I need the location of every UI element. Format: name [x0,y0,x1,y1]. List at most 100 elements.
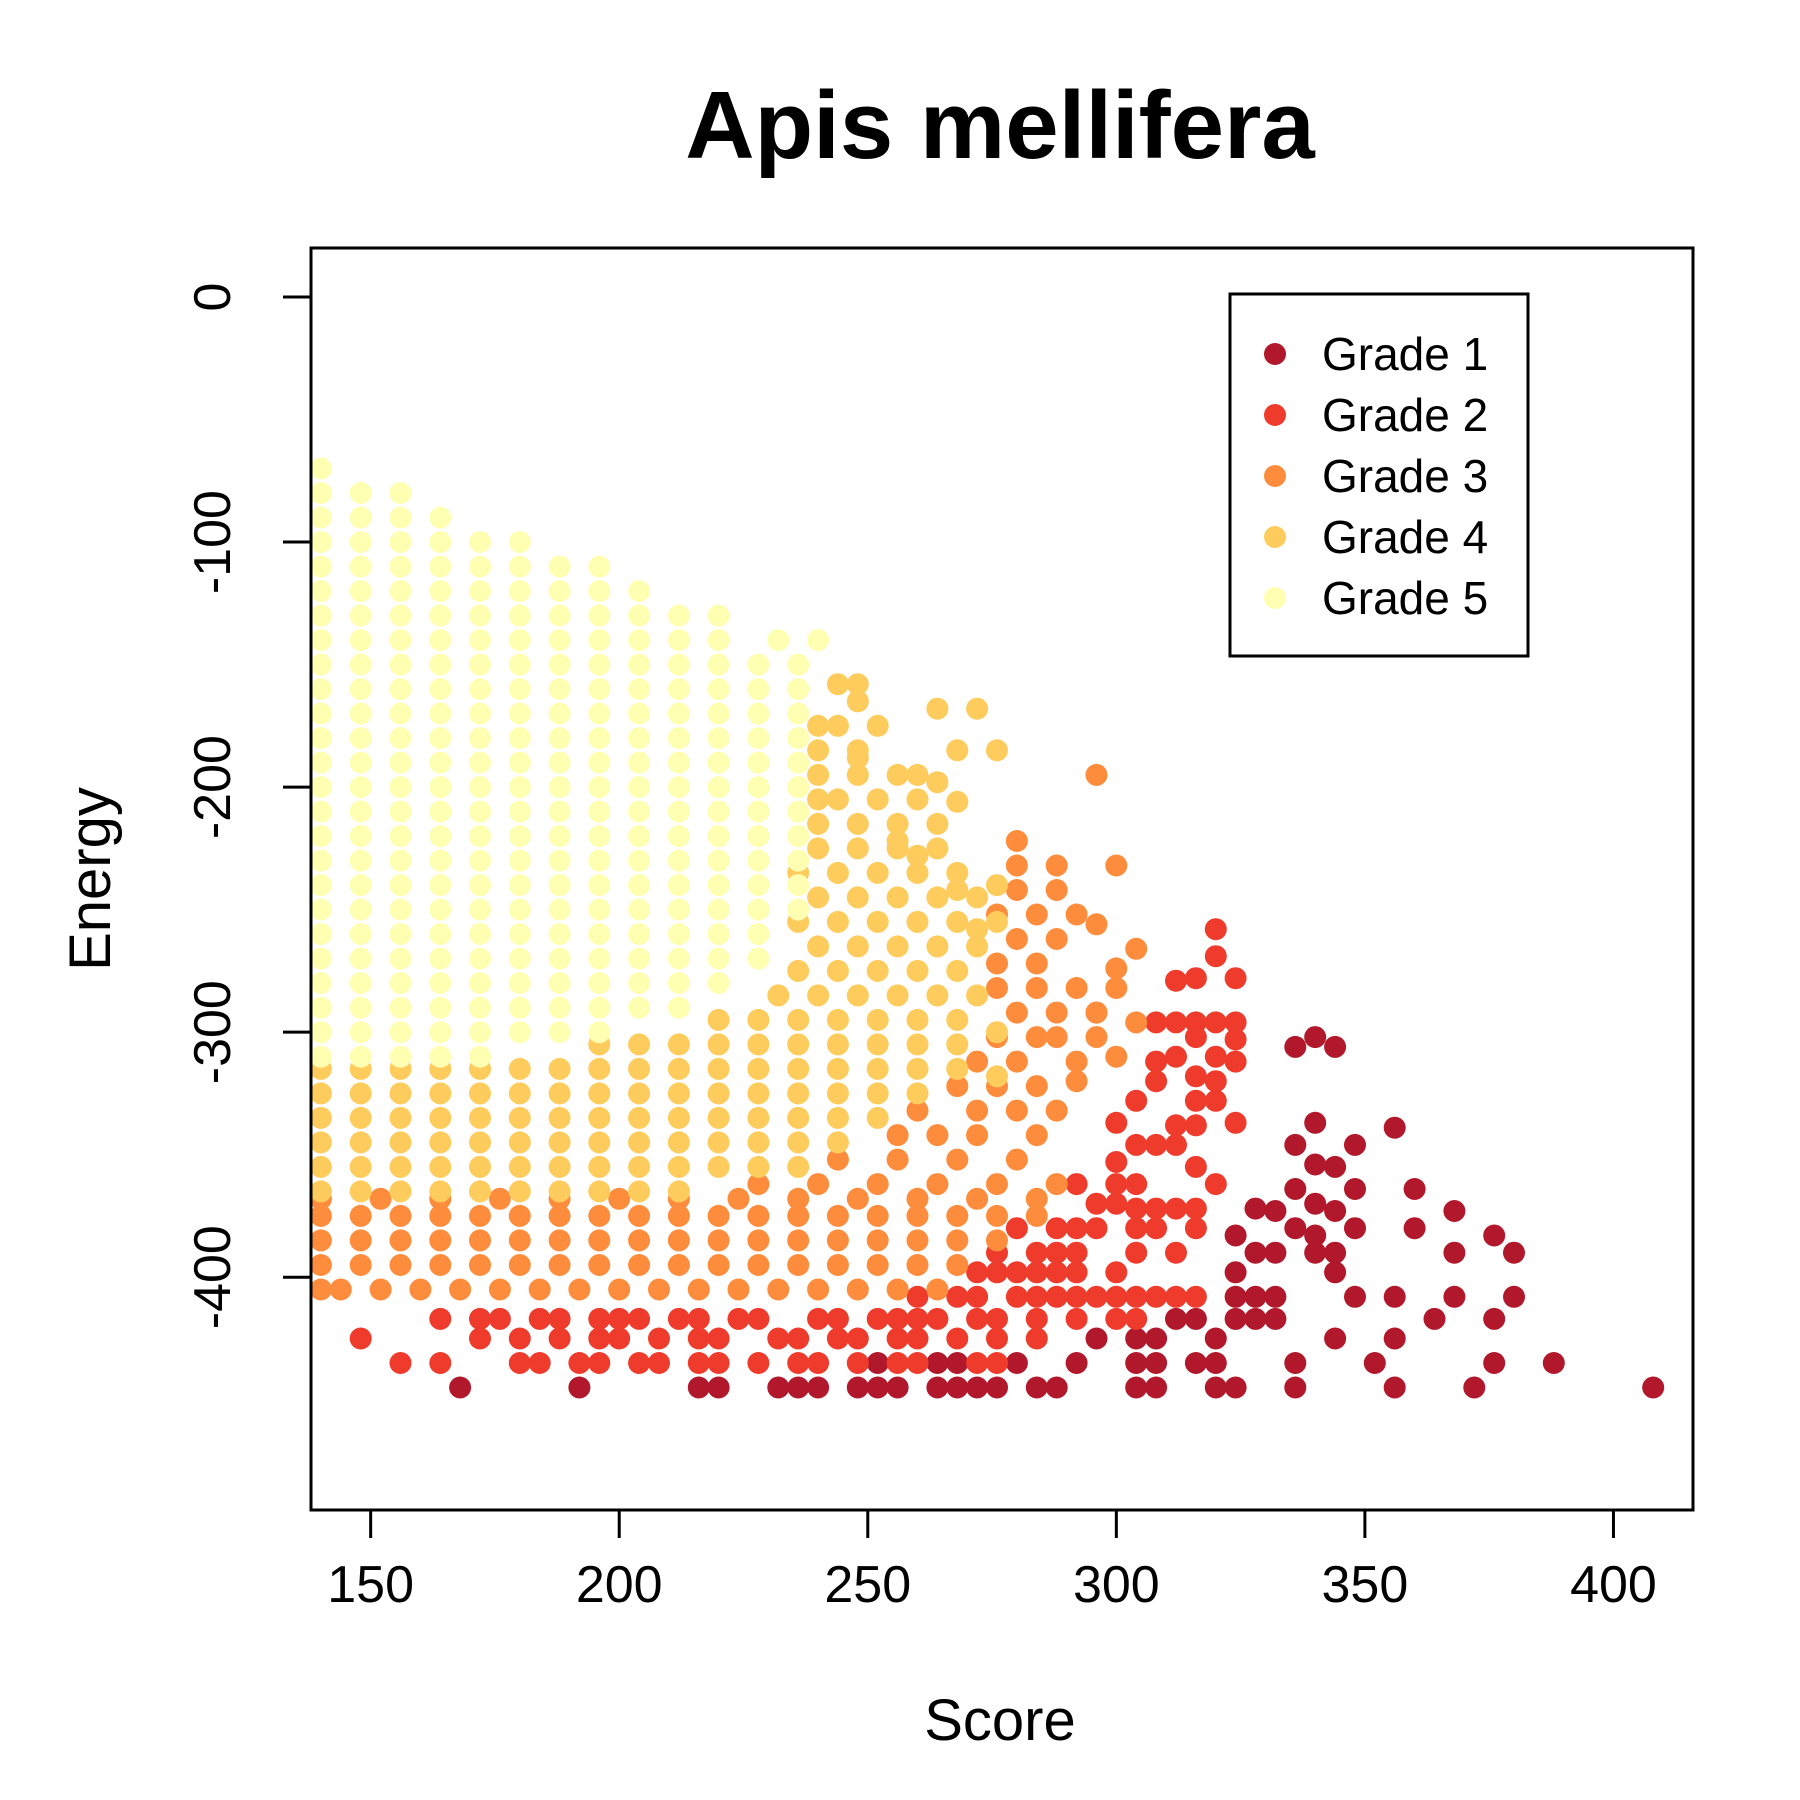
data-point [1005,854,1028,877]
data-point [826,1148,849,1171]
data-point [1165,1197,1187,1220]
data-point [349,1327,372,1350]
data-point [628,972,651,995]
data-point [707,678,730,701]
data-point [826,714,849,737]
data-point [1125,1173,1148,1196]
data-point [846,1327,869,1350]
data-point [389,776,412,799]
data-point [548,580,571,603]
x-tick-label: 150 [327,1556,414,1614]
data-point [648,1327,670,1350]
data-point [667,996,690,1019]
data-point [787,1187,810,1210]
data-point [1344,1285,1366,1308]
data-point [548,996,571,1019]
data-point [1025,1075,1048,1098]
data-point [588,1180,611,1203]
data-point [1383,1116,1406,1139]
data-point [389,947,412,970]
data-point [807,837,830,860]
data-point [588,1082,611,1105]
data-point [309,874,332,897]
data-point [1165,1241,1187,1264]
data-point [309,1155,332,1178]
data-point [747,1033,770,1056]
data-point [846,935,869,958]
data-point [1324,1035,1347,1058]
y-tick-label: -400 [184,1225,242,1329]
data-point [1005,928,1028,950]
data-point [628,653,651,676]
data-point [826,1204,849,1227]
data-point [628,800,651,823]
data-point [906,1285,929,1308]
data-point [707,776,730,799]
data-point [628,1204,651,1227]
data-point [846,812,869,835]
data-point [846,673,869,696]
data-point [469,702,491,725]
data-point [667,1106,690,1129]
data-point [687,1376,710,1399]
data-point [429,506,452,529]
data-point [866,910,889,933]
data-point [1065,1261,1088,1284]
data-point [1165,1045,1187,1068]
data-point [349,1204,372,1227]
x-tick-label: 350 [1322,1556,1409,1614]
data-point [747,1131,770,1154]
data-point [1165,969,1187,992]
data-point [389,1131,412,1154]
data-point [747,874,770,897]
data-point [469,580,491,603]
data-point [508,972,531,995]
data-point [807,1307,830,1330]
data-point [488,1187,511,1210]
data-point [826,1082,849,1105]
data-point [429,1045,452,1068]
data-point [588,580,611,603]
data-point [548,1254,571,1276]
data-point [946,1327,969,1350]
data-point [1105,1111,1128,1134]
data-point [946,861,969,884]
data-point [469,825,491,848]
data-point [747,1057,770,1080]
data-point [1184,1089,1207,1112]
data-point [966,1187,989,1210]
data-point [349,825,372,848]
data-point [1344,1178,1366,1200]
data-point [687,1278,710,1301]
data-point [707,1254,730,1276]
data-point [1025,1187,1048,1210]
data-point [548,947,571,970]
data-point [707,1376,730,1399]
data-point [866,788,889,811]
data-point [429,1131,452,1154]
data-point [469,1021,491,1044]
data-point [429,1155,452,1178]
data-point [946,1229,969,1252]
data-point [528,1307,551,1330]
data-point [1224,1376,1247,1399]
data-point [846,886,869,909]
data-point [1025,1327,1048,1350]
data-point [886,830,909,852]
data-point [349,727,372,750]
data-point [508,947,531,970]
data-point [309,1180,332,1203]
data-point [309,800,332,823]
series-4 [309,673,1008,1203]
data-point [866,1082,889,1105]
data-point [1105,1285,1128,1308]
data-point [389,1155,412,1178]
data-point [886,1148,909,1171]
data-point [787,800,810,823]
data-point [429,751,452,774]
data-point [628,776,651,799]
data-point [787,1254,810,1276]
data-point [707,702,730,725]
data-point [1005,1099,1028,1122]
data-point [926,812,949,835]
